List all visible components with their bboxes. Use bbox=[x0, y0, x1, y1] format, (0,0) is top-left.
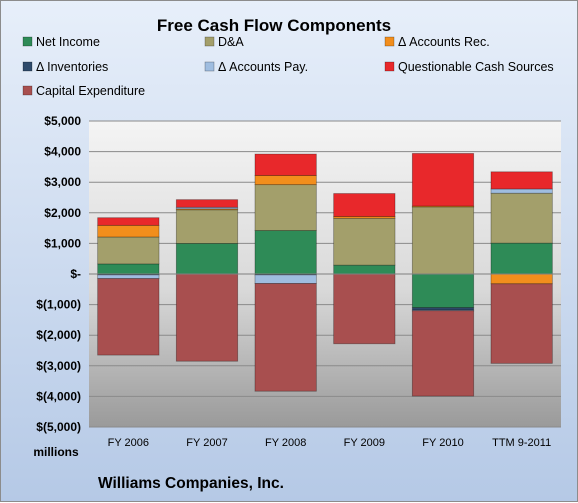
chart-title: Free Cash Flow Components bbox=[157, 16, 391, 35]
y-tick-label: $(3,000) bbox=[36, 359, 81, 373]
bar-stack-fy-2008 bbox=[254, 153, 317, 392]
bar-accounts-rec bbox=[254, 175, 317, 186]
bar-capital-expenditure bbox=[254, 283, 317, 392]
bar-d-a bbox=[333, 217, 396, 266]
bar-questionable-cash-sources bbox=[411, 153, 475, 207]
legend-item-inventories: Δ Inventories bbox=[22, 60, 108, 74]
gridlines bbox=[89, 120, 561, 428]
bar-d-a bbox=[411, 206, 475, 275]
x-tick-label: FY 2007 bbox=[186, 437, 227, 449]
bar-net-income bbox=[490, 242, 553, 275]
bar-questionable-cash-sources bbox=[254, 153, 317, 176]
bar-net-income bbox=[254, 230, 317, 275]
y-tick-label: $- bbox=[70, 267, 81, 281]
legend-label: D&A bbox=[218, 35, 244, 49]
y-tick-label: $(5,000) bbox=[36, 420, 81, 434]
bar-questionable-cash-sources bbox=[97, 217, 160, 226]
units-label: millions bbox=[33, 445, 79, 459]
legend-label: Δ Inventories bbox=[36, 60, 108, 74]
x-tick-label: TTM 9-2011 bbox=[492, 437, 551, 449]
legend-label: Net Income bbox=[36, 35, 100, 49]
bar-questionable-cash-sources bbox=[490, 171, 553, 190]
bar-d-a bbox=[254, 184, 317, 231]
bar-accounts-pay bbox=[254, 274, 317, 284]
x-tick-label: FY 2010 bbox=[422, 437, 463, 449]
legend-swatch bbox=[22, 36, 33, 47]
bar-accounts-pay bbox=[490, 188, 553, 194]
bar-d-a bbox=[97, 236, 160, 265]
legend-swatch bbox=[204, 36, 215, 47]
legend-item-questionable-cash-sources: Questionable Cash Sources bbox=[384, 60, 554, 74]
bar-stack-fy-2010 bbox=[411, 153, 475, 397]
legend-item-accounts-rec: Δ Accounts Rec. bbox=[384, 35, 490, 49]
bar-capital-expenditure bbox=[411, 310, 475, 397]
y-tick-label: $1,000 bbox=[44, 236, 81, 250]
legend-item-capital-expenditure: Capital Expenditure bbox=[22, 84, 145, 98]
bar-net-income bbox=[333, 264, 396, 275]
x-axis: FY 2006 FY 2007 FY 2008 FY 2009 FY 2010 TTM 9… bbox=[108, 437, 552, 449]
bar-accounts-rec bbox=[97, 224, 160, 238]
x-tick-label: FY 2009 bbox=[344, 437, 385, 449]
bar-d-a bbox=[175, 209, 239, 244]
legend-item-accounts-pay: Δ Accounts Pay. bbox=[204, 60, 308, 74]
x-tick-label: FY 2008 bbox=[265, 437, 306, 449]
legend-swatch bbox=[204, 61, 215, 72]
legend-item-net-income: Net Income bbox=[22, 35, 100, 49]
bar-stack-fy-2009 bbox=[333, 193, 396, 345]
y-tick-label: $(1,000) bbox=[36, 298, 81, 312]
bar-d-a bbox=[490, 192, 553, 244]
bar-net-income bbox=[175, 242, 239, 275]
legend-label: Capital Expenditure bbox=[36, 84, 145, 98]
company-name: Williams Companies, Inc. bbox=[98, 475, 284, 492]
bar-stack-fy-2007 bbox=[175, 199, 239, 362]
bar-capital-expenditure bbox=[175, 273, 239, 362]
y-tick-label: $2,000 bbox=[44, 206, 81, 220]
bar-accounts-pay bbox=[97, 274, 160, 279]
x-tick-label: FY 2006 bbox=[108, 437, 149, 449]
y-axis: $5,000 $4,000 $3,000 $2,000 $1,000 $- $(1,000)… bbox=[36, 114, 81, 434]
bar-accounts-rec bbox=[490, 273, 553, 285]
legend-swatch bbox=[22, 61, 33, 72]
bar-net-income bbox=[411, 273, 475, 309]
y-tick-label: $4,000 bbox=[44, 145, 81, 159]
bars bbox=[97, 153, 553, 397]
legend-swatch bbox=[22, 85, 33, 96]
y-tick-label: $3,000 bbox=[44, 175, 81, 189]
y-tick-label: $5,000 bbox=[44, 114, 81, 128]
legend: Net Income D&A Δ Accounts Rec. Δ Inventorie… bbox=[22, 35, 554, 98]
bar-capital-expenditure bbox=[333, 273, 396, 345]
y-tick-label: $(2,000) bbox=[36, 328, 81, 342]
legend-label: Questionable Cash Sources bbox=[398, 60, 554, 74]
bar-accounts-pay bbox=[175, 206, 239, 210]
bar-capital-expenditure bbox=[490, 283, 553, 364]
legend-swatch bbox=[384, 36, 395, 47]
bar-questionable-cash-sources bbox=[333, 193, 396, 217]
y-tick-label: $(4,000) bbox=[36, 389, 81, 403]
legend-label: Δ Accounts Pay. bbox=[218, 60, 308, 74]
legend-label: Δ Accounts Rec. bbox=[398, 35, 490, 49]
bar-capital-expenditure bbox=[97, 278, 160, 356]
legend-swatch bbox=[384, 61, 395, 72]
bar-net-income bbox=[97, 263, 160, 275]
bar-stack-ttm-9-2011 bbox=[490, 171, 553, 364]
bar-questionable-cash-sources bbox=[175, 199, 239, 208]
legend-item-d-a: D&A bbox=[204, 35, 244, 49]
bar-stack-fy-2006 bbox=[97, 217, 160, 356]
